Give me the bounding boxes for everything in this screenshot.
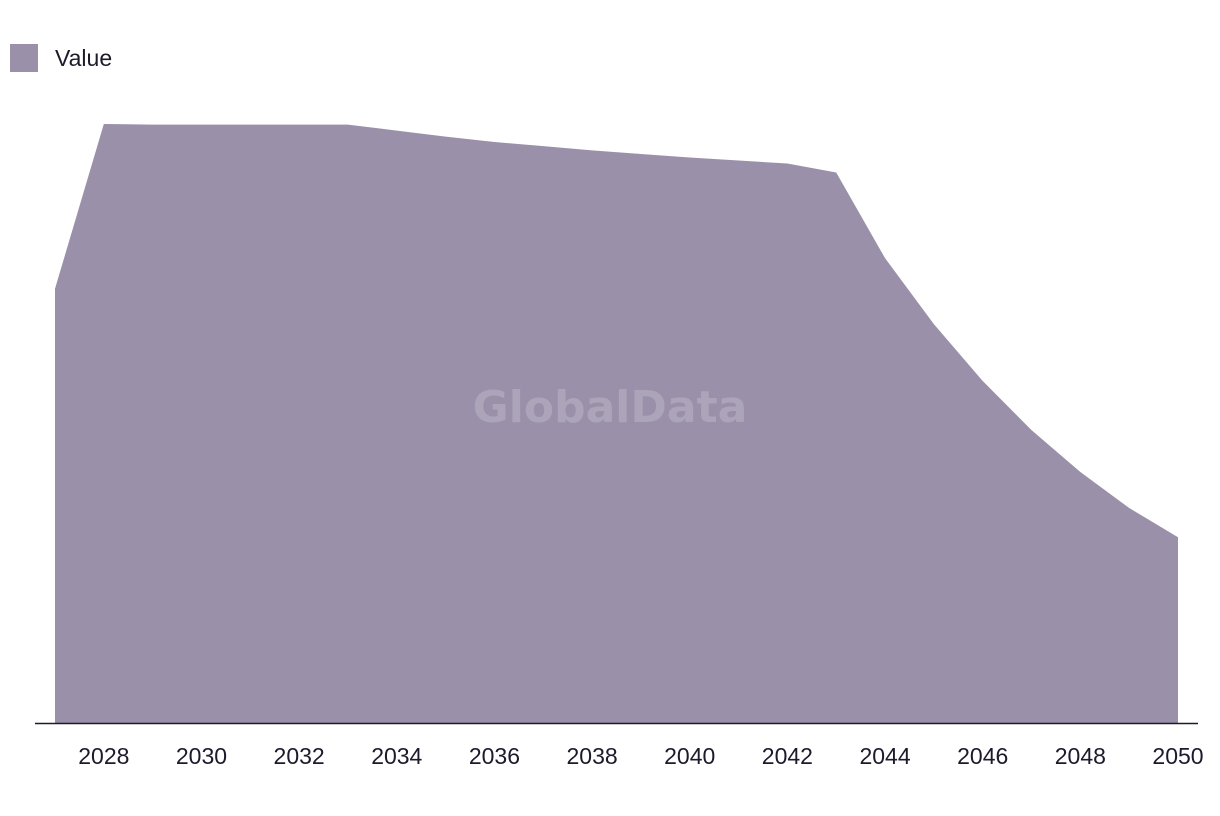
x-tick-label: 2044: [859, 743, 910, 769]
x-tick-label: 2036: [469, 743, 520, 769]
x-tick-label: 2030: [176, 743, 227, 769]
x-tick-label: 2042: [762, 743, 813, 769]
x-tick-label: 2032: [274, 743, 325, 769]
x-tick-label: 2048: [1055, 743, 1106, 769]
x-axis-tick-labels: 2028 2030 2032 2034 2036 2038 2040 2042 2044 2046…: [78, 743, 1203, 769]
legend-label: Value: [55, 45, 113, 71]
x-tick-label: 2038: [567, 743, 618, 769]
x-tick-label: 2046: [957, 743, 1008, 769]
x-tick-label: 2040: [664, 743, 715, 769]
legend: Value: [10, 44, 112, 72]
watermark-text: GlobalData: [473, 382, 748, 433]
value-area: [55, 124, 1178, 723]
x-tick-label: 2028: [78, 743, 129, 769]
legend-swatch: [10, 44, 38, 72]
x-tick-label: 2034: [371, 743, 422, 769]
x-tick-label: 2050: [1152, 743, 1203, 769]
